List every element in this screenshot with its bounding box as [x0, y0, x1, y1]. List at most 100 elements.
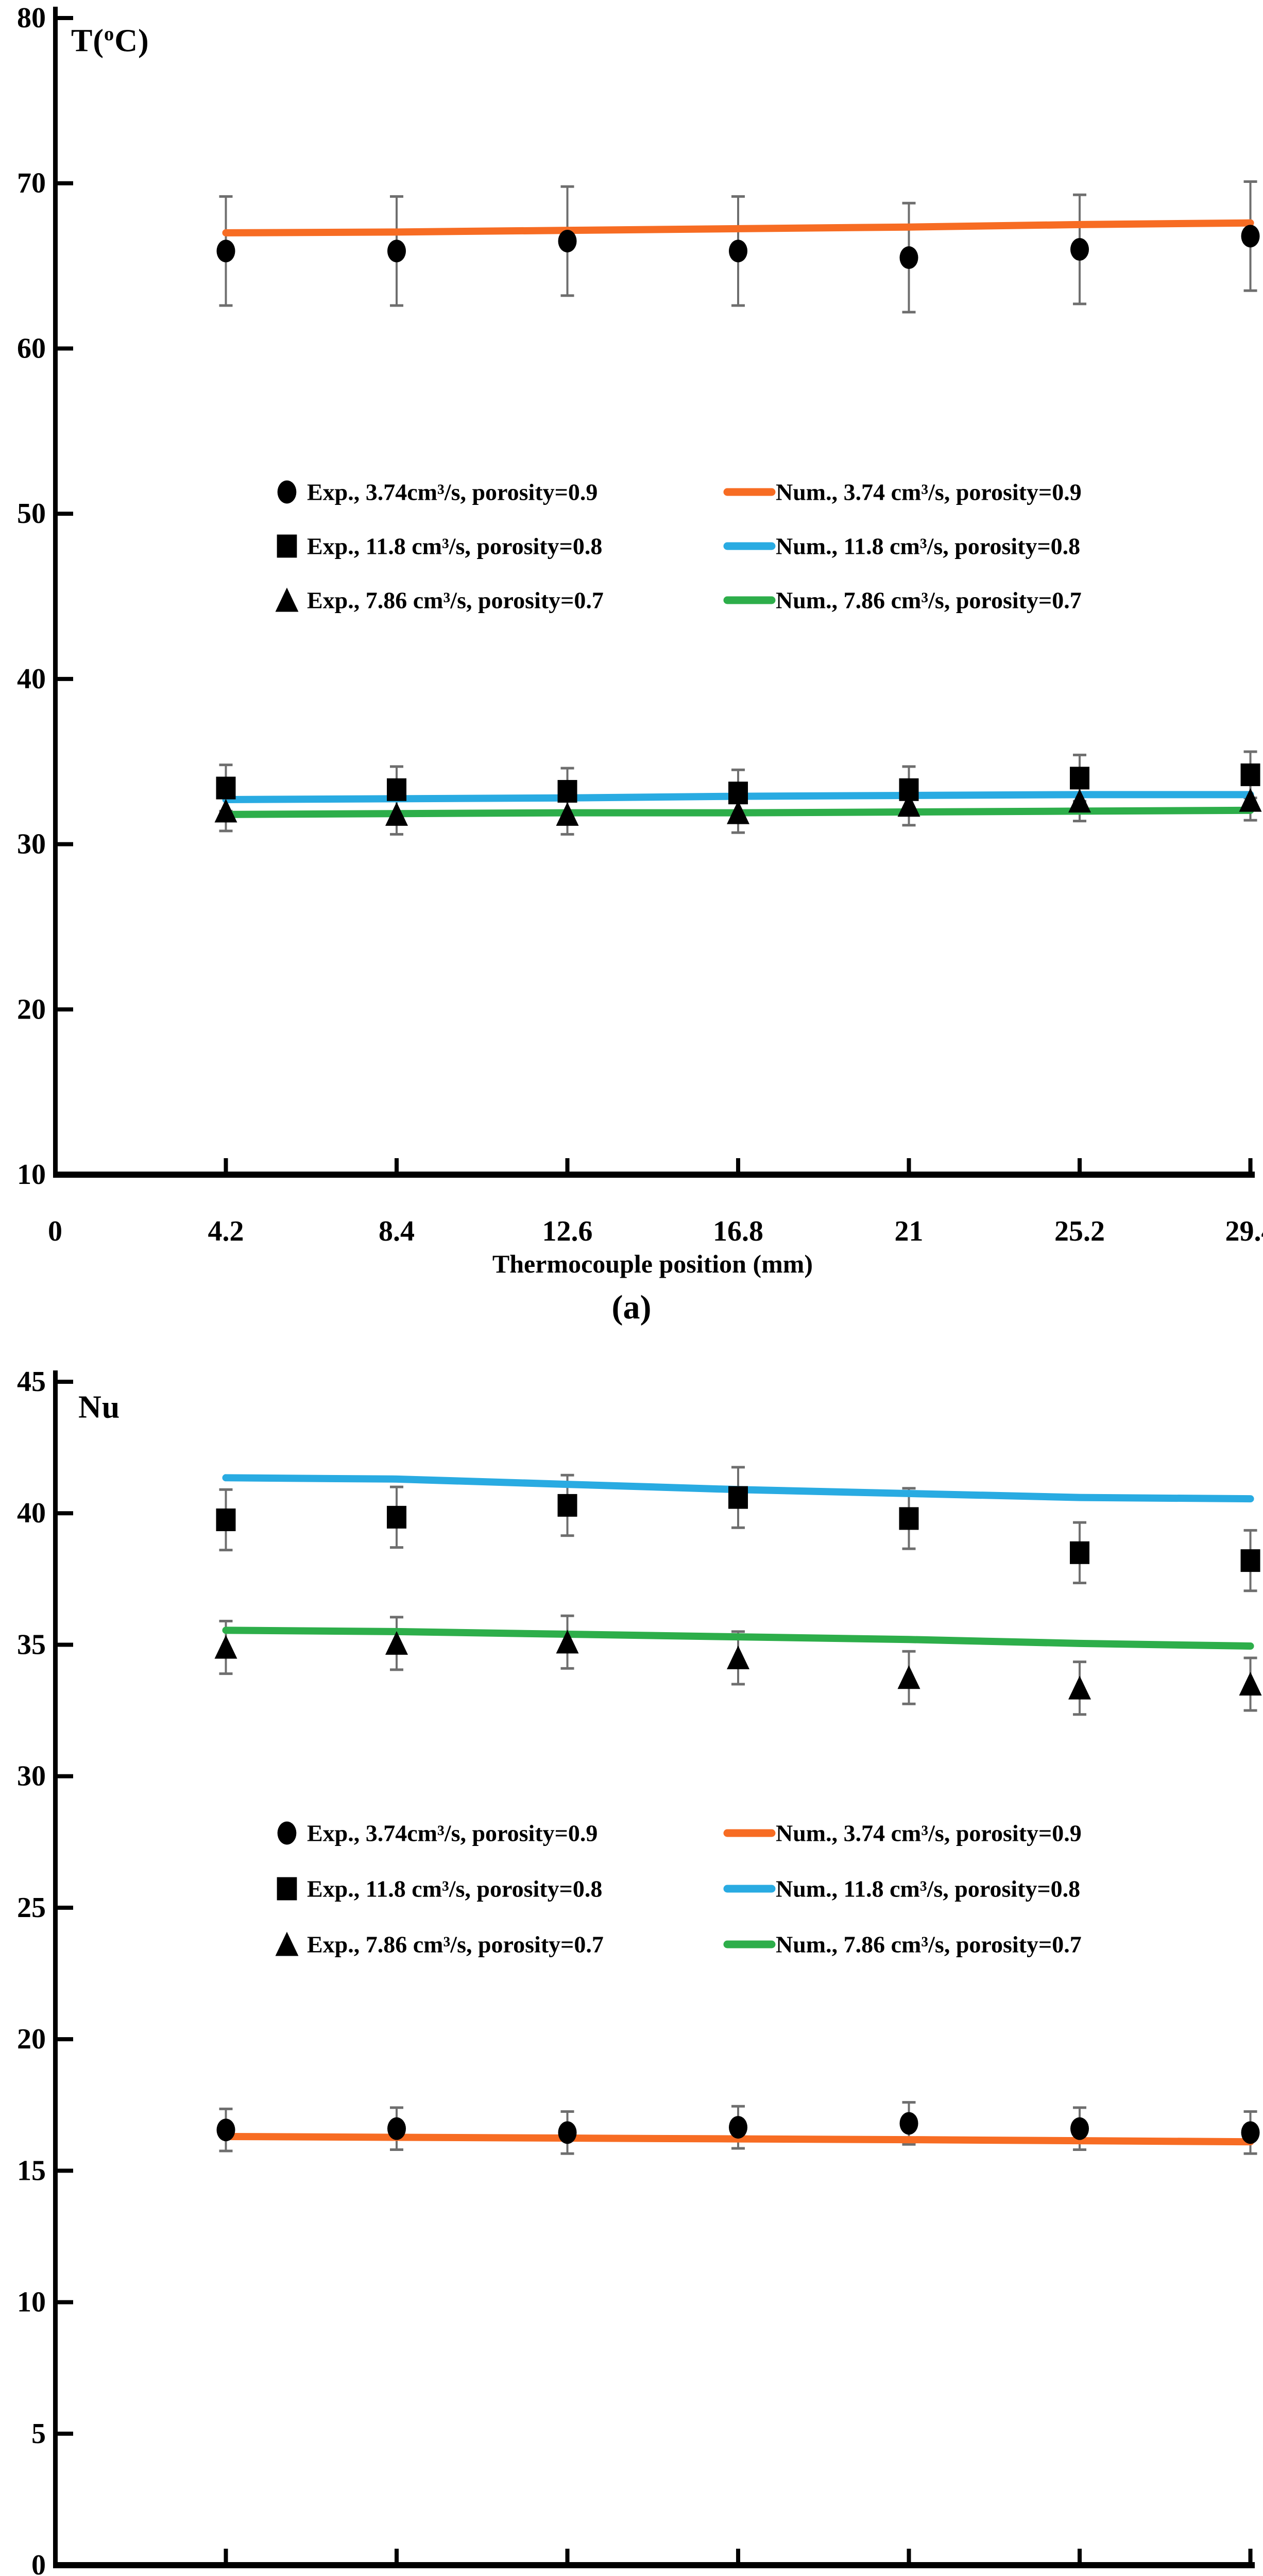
chart-a-series-triangle	[214, 788, 1262, 826]
chart-a-point-circle-marker	[729, 240, 748, 263]
chart-a-point-triangle-marker	[385, 802, 408, 826]
chart-a-y-unit-pre: T(	[71, 23, 104, 59]
chart-b: 45 40 35 30 25 20 15 10 5 00 4.2 8.4 12.6 16.8 21 25.2 2…	[17, 1366, 1263, 2576]
chart-a-legend-exp-label: Exp., 11.8 cm³/s, porosity=0.8	[307, 533, 602, 560]
chart-b-y-tick	[58, 1774, 73, 1778]
chart-b-point-circle-marker	[729, 2116, 748, 2139]
chart-a-y-tick-label: 50	[17, 498, 46, 530]
chart-a-point-square-marker	[1070, 767, 1090, 790]
chart-a-legend-square-marker	[277, 534, 297, 558]
chart-a-x-tick	[565, 1158, 570, 1172]
chart-a-x-tick	[224, 1158, 228, 1172]
chart-b-legend-num-label: Num., 7.86 cm³/s, porosity=0.7	[776, 1931, 1082, 1958]
chart-b-x-tick	[1078, 2549, 1082, 2562]
chart-b-y-axis	[53, 1370, 58, 2568]
chart-b-legend-num-label: Num., 11.8 cm³/s, porosity=0.8	[776, 1876, 1080, 1902]
chart-a-y-axis-unit-label: T(oC)	[71, 23, 149, 60]
chart-a-x-tick-label: 8.4	[379, 1215, 415, 1247]
chart-b-x-axis	[53, 2562, 1255, 2568]
chart-a-y-tick-label: 60	[17, 332, 46, 364]
chart-a-x-tick-label: 16.8	[713, 1215, 763, 1247]
chart-b-x-tick	[395, 2549, 399, 2562]
chart-b-point-square-marker	[899, 1507, 919, 1530]
chart-b-point-circle-marker	[899, 2112, 918, 2135]
chart-b-x-tick	[907, 2549, 911, 2562]
chart-a-x-axis	[53, 1172, 1255, 1178]
chart-b-error-bars	[219, 1466, 1257, 1592]
chart-b-x-tick-label: 29.4	[1225, 2574, 1263, 2576]
chart-a-legend-num-label: Num., 7.86 cm³/s, porosity=0.7	[776, 587, 1082, 614]
chart-b-y-tick-label: 20	[17, 2023, 46, 2055]
chart-a-y-tick-label: 30	[17, 828, 46, 860]
chart-b-x-tick-label: 16.8	[713, 2574, 763, 2576]
chart-b-point-circle-marker	[216, 2119, 235, 2142]
chart-b-point-square-marker	[216, 1508, 236, 1531]
chart-a-x-tick-label: 21	[895, 1215, 924, 1247]
chart-b-legend-circle-marker	[277, 1821, 297, 1845]
chart-a-legend-num-label: Num., 3.74 cm³/s, porosity=0.9	[776, 479, 1082, 505]
chart-b-y-tick	[58, 2168, 73, 2173]
chart-a-y-tick	[58, 676, 73, 681]
chart-b-legend-exp-label: Exp., 11.8 cm³/s, porosity=0.8	[307, 1876, 602, 1902]
chart-a-y-unit-sup: o	[104, 23, 115, 45]
chart-b-legend-square-marker	[277, 1877, 297, 1901]
chart-a-y-tick-label: 70	[17, 167, 46, 199]
chart-b-y-unit-pre: Nu	[78, 1389, 121, 1425]
chart-a-point-circle-marker	[216, 240, 235, 263]
chart-a-caption: (a)	[611, 1289, 652, 1326]
chart-b-x-tick-label: 0	[48, 2574, 62, 2576]
chart-b-y-tick-label: 5	[31, 2418, 46, 2450]
chart-a-x-tick-label: 25.2	[1054, 1215, 1105, 1247]
chart-b-legend-triangle-marker	[275, 1931, 299, 1956]
chart-a-x-tick-label: 29.4	[1225, 1215, 1263, 1247]
chart-b-point-circle-marker	[1241, 2121, 1260, 2144]
chart-a-legend: Exp., 3.74cm³/s, porosity=0.9 Num., 3.74 …	[275, 479, 1082, 614]
chart-b-legend-exp-label: Exp., 3.74cm³/s, porosity=0.9	[307, 1820, 598, 1846]
chart-a-y-tick-label: 10	[17, 1159, 46, 1191]
chart-a-y-unit-post: C)	[114, 23, 149, 59]
chart-a-y-axis	[53, 7, 58, 1178]
chart-b-y-tick-label: 35	[17, 1629, 46, 1660]
chart-a-point-square-marker	[1240, 763, 1260, 786]
chart-b-y-tick	[58, 2300, 73, 2304]
chart-a-point-triangle-marker	[1068, 789, 1091, 813]
chart-b-x-tick-label: 21	[895, 2574, 924, 2576]
chart-b-point-circle-marker	[558, 2121, 577, 2144]
chart-b-y-tick-label: 0	[31, 2549, 46, 2576]
chart-b-y-tick-label: 10	[17, 2286, 46, 2318]
chart-b-point-triangle-marker	[897, 1665, 920, 1689]
chart-a-x-tick	[907, 1158, 911, 1172]
chart-b-point-square-marker	[557, 1494, 577, 1517]
chart-a-point-circle-marker	[1070, 238, 1089, 261]
chart-b-point-triangle-marker	[1068, 1675, 1091, 1700]
chart-a-y-tick	[58, 1007, 73, 1012]
chart-a-legend-triangle-marker	[275, 587, 299, 612]
chart-b-series-square	[216, 1486, 1260, 1572]
chart-b-y-axis-unit-label: Nu	[78, 1389, 120, 1426]
chart-a-y-tick	[58, 181, 73, 185]
chart-a-series-circle	[216, 225, 1260, 269]
chart-a-y-tick	[58, 842, 73, 846]
chart-a-x-tick-label: 4.2	[208, 1215, 244, 1247]
chart-a-y-tick	[58, 512, 73, 516]
chart-a-point-circle-marker	[899, 246, 918, 269]
chart-a-point-triangle-marker	[556, 802, 579, 826]
chart-a-x-tick	[736, 1158, 741, 1172]
chart-a-legend-exp-label: Exp., 7.86 cm³/s, porosity=0.7	[307, 587, 604, 614]
chart-a-x-tick-label: 0	[48, 1215, 62, 1247]
chart-b-x-tick-label: 4.2	[208, 2574, 244, 2576]
chart-a-point-triangle-marker	[897, 793, 920, 817]
chart-b-point-circle-marker	[1070, 2117, 1089, 2140]
chart-a-x-tick	[395, 1158, 399, 1172]
chart-b-y-tick	[58, 1642, 73, 1647]
chart-a-x-tick	[1248, 1158, 1253, 1172]
chart-a: 80 70 60 50 40 30 20 100 4.2 8.4 12.6 16.8 21 25.2 29.…	[17, 2, 1263, 1247]
chart-b-point-triangle-marker	[556, 1630, 579, 1654]
chart-a-y-tick-label: 20	[17, 993, 46, 1025]
chart-b-error-bars	[219, 2101, 1257, 2155]
chart-a-point-square-marker	[387, 778, 407, 801]
chart-a-x-tick-label: 12.6	[542, 1215, 593, 1247]
chart-a-x-tick	[1078, 1158, 1082, 1172]
chart-b-series-triangle	[214, 1630, 1262, 1700]
